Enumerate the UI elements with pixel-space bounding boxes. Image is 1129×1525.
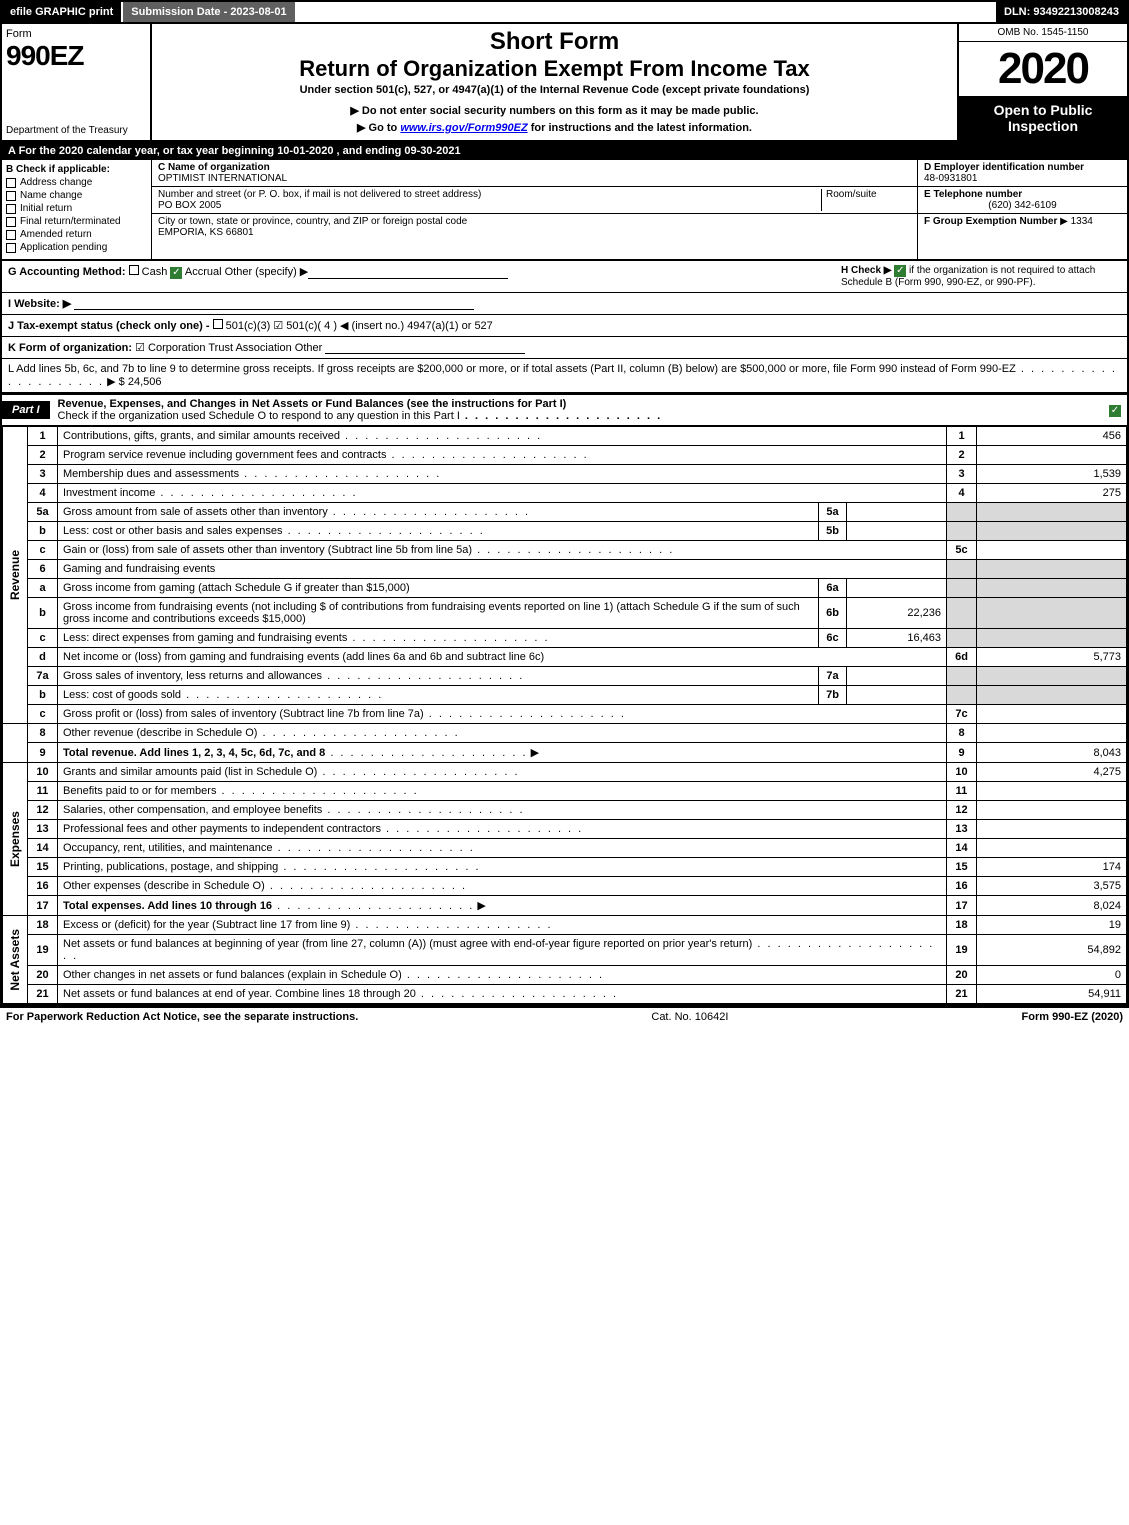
line-5b-value [847,522,947,541]
box-b-title: B Check if applicable: [6,164,147,175]
instructions-note: ▶ Go to www.irs.gov/Form990EZ for instru… [158,121,951,134]
line-21-amount: 54,911 [977,985,1127,1004]
line-12-amount [977,801,1127,820]
group-exemption-label: F Group Exemption Number [924,216,1057,227]
line-6b-value: 22,236 [847,598,947,629]
expenses-section-label: Expenses [8,811,22,867]
line-j: J Tax-exempt status (check only one) - 5… [2,315,1127,337]
part-i-title: Revenue, Expenses, and Changes in Net As… [50,395,1109,425]
line-7a-value [847,667,947,686]
arrow-icon: ▶ [1060,216,1068,227]
address-label: Number and street (or P. O. box, if mail… [158,189,821,200]
line-4-amount: 275 [977,484,1127,503]
checkbox-amended-return[interactable] [6,230,16,240]
ein-label: D Employer identification number [924,162,1121,173]
line-9-amount: 8,043 [977,743,1127,763]
line-10-amount: 4,275 [977,763,1127,782]
checkbox-application-pending[interactable] [6,243,16,253]
open-to-public: Open to Public Inspection [959,96,1127,140]
line-14-amount [977,839,1127,858]
line-h: H Check ▶ ✓ if the organization is not r… [841,265,1121,288]
room-suite-label: Room/suite [821,189,911,211]
efile-print-button[interactable]: efile GRAPHIC print [2,2,123,22]
line-11-amount [977,782,1127,801]
line-19-amount: 54,892 [977,935,1127,966]
line-13-amount [977,820,1127,839]
website-field[interactable] [74,298,474,310]
ein-value: 48-0931801 [924,173,1121,184]
paperwork-notice: For Paperwork Reduction Act Notice, see … [6,1011,358,1023]
line-g: G Accounting Method: Cash ✓ Accrual Othe… [8,265,508,288]
form-number: 990EZ [6,40,146,72]
box-b-checkboxes: B Check if applicable: Address change Na… [2,160,152,259]
line-7b-value [847,686,947,705]
checkbox-cash[interactable] [129,265,139,275]
city-label: City or town, state or province, country… [158,216,911,227]
irs-link[interactable]: www.irs.gov/Form990EZ [400,122,527,134]
arrow-icon: ▶ [107,376,115,388]
checkbox-501c3[interactable] [213,319,223,329]
org-name: OPTIMIST INTERNATIONAL [158,173,911,184]
line-6c-value: 16,463 [847,629,947,648]
group-exemption-value: 1334 [1071,216,1093,227]
org-name-label: C Name of organization [158,162,911,173]
line-5a-value [847,503,947,522]
dln-label: DLN: 93492213008243 [996,2,1127,22]
form-id-footer: Form 990-EZ (2020) [1022,1011,1123,1023]
checkbox-name-change[interactable] [6,191,16,201]
checkbox-accrual[interactable]: ✓ [170,267,182,279]
department-label: Department of the Treasury [6,125,146,136]
top-bar: efile GRAPHIC print Submission Date - 20… [0,0,1129,24]
checkbox-initial-return[interactable] [6,204,16,214]
line-16-amount: 3,575 [977,877,1127,896]
catalog-number: Cat. No. 10642I [651,1011,728,1023]
row-a-tax-year: A For the 2020 calendar year, or tax yea… [2,142,1127,160]
line-15-amount: 174 [977,858,1127,877]
line-6a-value [847,579,947,598]
checkbox-schedule-b[interactable]: ✓ [894,265,906,277]
form-title: Return of Organization Exempt From Incom… [158,56,951,82]
line-20-amount: 0 [977,966,1127,985]
privacy-note: ▶ Do not enter social security numbers o… [158,104,951,117]
line-7c-amount [977,705,1127,724]
line-5c-amount [977,541,1127,560]
line-3-amount: 1,539 [977,465,1127,484]
city-value: EMPORIA, KS 66801 [158,227,911,238]
part-i-table: Revenue 1 Contributions, gifts, grants, … [2,426,1127,1004]
net-assets-section-label: Net Assets [8,929,22,991]
checkbox-address-change[interactable] [6,178,16,188]
line-8-amount [977,724,1127,743]
other-org-field[interactable] [325,342,525,354]
line-6d-amount: 5,773 [977,648,1127,667]
part-i-tag: Part I [2,401,50,419]
line-17-amount: 8,024 [977,896,1127,916]
short-form-title: Short Form [158,28,951,56]
line-1-amount: 456 [977,427,1127,446]
submission-date-button[interactable]: Submission Date - 2023-08-01 [123,2,296,22]
checkbox-schedule-o[interactable]: ✓ [1109,405,1121,417]
gross-receipts-value: $ 24,506 [119,376,162,388]
form-subtitle: Under section 501(c), 527, or 4947(a)(1)… [158,84,951,96]
checkbox-final-return[interactable] [6,217,16,227]
tax-year: 2020 [959,42,1127,96]
omb-number: OMB No. 1545-1150 [959,24,1127,42]
other-method-field[interactable] [308,267,508,279]
line-18-amount: 19 [977,916,1127,935]
line-l: L Add lines 5b, 6c, and 7b to line 9 to … [2,359,1127,393]
line-k: K Form of organization: ☑ Corporation Tr… [2,337,1127,359]
line-i: I Website: ▶ [2,293,1127,315]
form-label: Form [6,28,146,40]
address-value: PO BOX 2005 [158,200,821,211]
telephone-value: (620) 342-6109 [924,200,1121,211]
telephone-label: E Telephone number [924,189,1121,200]
revenue-section-label: Revenue [8,550,22,600]
line-2-amount [977,446,1127,465]
